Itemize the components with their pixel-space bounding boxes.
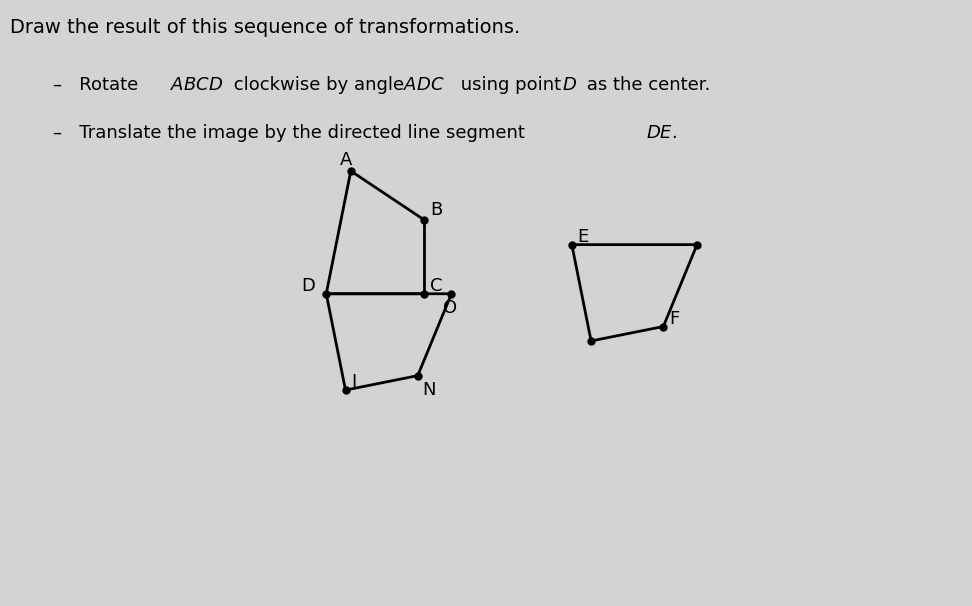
Text: clockwise by angle: clockwise by angle xyxy=(228,76,410,94)
Text: B: B xyxy=(430,201,442,219)
Text: as the center.: as the center. xyxy=(581,76,711,94)
Text: I: I xyxy=(351,373,357,391)
Text: F: F xyxy=(669,310,679,328)
Text: O: O xyxy=(443,299,457,317)
Text: –   Rotate: – Rotate xyxy=(53,76,145,94)
Text: A: A xyxy=(339,152,352,170)
Text: C: C xyxy=(430,277,442,295)
Text: $ADC$: $ADC$ xyxy=(403,76,445,94)
Text: E: E xyxy=(577,228,589,246)
Text: N: N xyxy=(422,381,435,399)
Text: $DE$.: $DE$. xyxy=(646,124,677,142)
Text: –   Translate the image by the directed line segment: – Translate the image by the directed li… xyxy=(53,124,531,142)
Text: Draw the result of this sequence of transformations.: Draw the result of this sequence of tran… xyxy=(10,18,520,37)
Text: using point: using point xyxy=(455,76,567,94)
Text: $D$: $D$ xyxy=(562,76,576,94)
Text: $ABCD$: $ABCD$ xyxy=(170,76,224,94)
Text: D: D xyxy=(301,277,315,295)
